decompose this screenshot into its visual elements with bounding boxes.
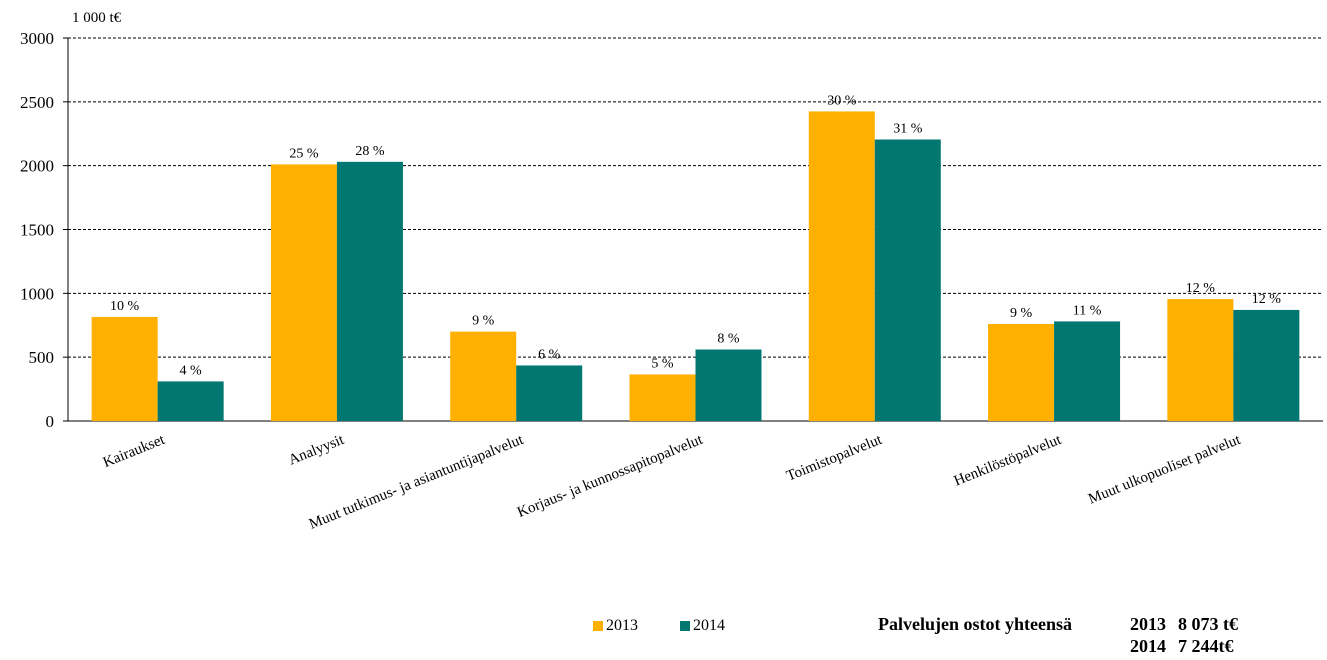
totals-value: 8 073 t€ <box>1178 614 1238 634</box>
bar-2014 <box>336 161 403 421</box>
totals-title: Palvelujen ostot yhteensä <box>878 614 1072 634</box>
legend-label-2013: 2013 <box>606 617 638 634</box>
y-unit-label: 1 000 t€ <box>72 10 122 26</box>
bar-2013 <box>1167 299 1234 421</box>
bar-2013 <box>270 164 337 421</box>
legend-item-2013: 2013 <box>593 617 638 635</box>
data-label: 9 % <box>1010 306 1033 321</box>
y-tick-label: 500 <box>29 348 55 367</box>
y-tick-label: 0 <box>46 412 55 431</box>
y-tick-label: 2500 <box>20 93 54 112</box>
category-label: Muut ulkopuoliset palvelut <box>1086 432 1243 508</box>
totals-box: Palvelujen ostot yhteensä 2013 8 073 t€ … <box>878 613 1238 657</box>
bar-2013 <box>629 374 696 421</box>
bar-2014 <box>516 365 583 421</box>
legend-swatch-2014 <box>680 621 690 631</box>
totals-row-2014: 2014 7 244t€ <box>878 635 1238 657</box>
y-tick-label: 2000 <box>20 157 54 176</box>
data-label: 31 % <box>893 121 923 136</box>
totals-year: 2014 <box>1130 636 1166 656</box>
data-label: 12 % <box>1186 281 1216 296</box>
legend-swatch-2013 <box>593 621 603 631</box>
data-label: 11 % <box>1073 303 1102 318</box>
category-label: Kairaukset <box>101 432 168 471</box>
data-label: 12 % <box>1252 292 1282 307</box>
category-label: Toimistopalvelut <box>784 432 885 485</box>
bar-2014 <box>1233 309 1300 421</box>
y-tick-label: 1000 <box>20 284 54 303</box>
category-label: Korjaus- ja kunnossapitopalvelut <box>515 432 706 521</box>
data-label: 4 % <box>180 363 203 378</box>
data-label: 30 % <box>827 93 857 108</box>
bar-2014 <box>157 381 224 421</box>
bar-2014 <box>1054 321 1121 421</box>
totals-title-spacer <box>878 635 1130 657</box>
totals-row-2013: Palvelujen ostot yhteensä 2013 8 073 t€ <box>878 613 1238 635</box>
totals-value: 7 244t€ <box>1178 636 1234 656</box>
data-label: 28 % <box>355 144 385 159</box>
data-label: 6 % <box>538 347 561 362</box>
bar-2014 <box>874 139 941 421</box>
bar-2013 <box>91 316 158 421</box>
bar-2013 <box>988 323 1055 421</box>
bar-2014 <box>695 349 762 421</box>
legend-item-2014: 2014 <box>680 617 725 635</box>
legend-label-2014: 2014 <box>693 617 725 634</box>
data-label: 10 % <box>110 299 140 314</box>
legend: 2013 2014 <box>593 617 767 635</box>
category-label: Analyysit <box>286 432 347 469</box>
totals-year: 2013 <box>1130 614 1166 634</box>
data-label: 25 % <box>289 146 319 161</box>
bar-2013 <box>450 331 517 421</box>
bar-2013 <box>808 111 875 422</box>
data-label: 9 % <box>472 314 495 329</box>
y-tick-label: 1500 <box>20 221 54 240</box>
y-tick-label: 3000 <box>20 29 54 48</box>
data-label: 5 % <box>651 356 674 371</box>
data-label: 8 % <box>717 332 740 347</box>
category-label: Henkilöstöpalvelut <box>952 432 1065 490</box>
